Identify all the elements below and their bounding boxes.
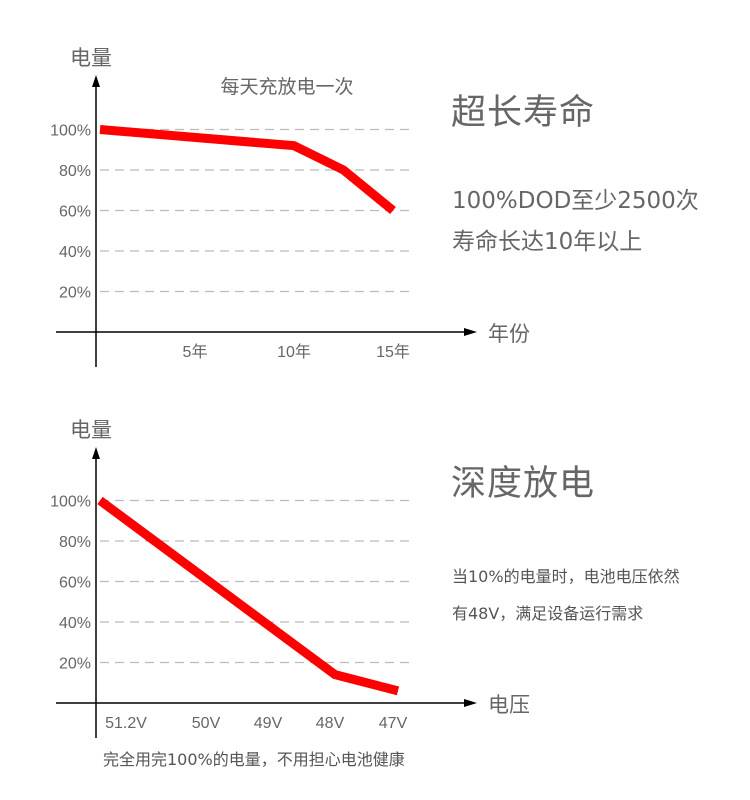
y-axis-title: 电量 bbox=[70, 419, 112, 442]
x-tick-label: 5年 bbox=[183, 343, 208, 361]
x-tick-label: 51.2V bbox=[105, 715, 147, 732]
x-tick-label: 10年 bbox=[277, 343, 311, 361]
y-axis-arrow bbox=[92, 447, 100, 459]
y-tick-label: 80% bbox=[59, 163, 91, 180]
y-axis-title: 电量 bbox=[70, 47, 112, 70]
deep-discharge-heading: 深度放电 bbox=[451, 464, 596, 504]
x-tick-label: 49V bbox=[254, 715, 283, 732]
capacity-line bbox=[99, 125, 396, 214]
deep-discharge-line1: 当10%的电量时，电池电压依然 bbox=[452, 567, 680, 586]
y-tick-label: 100% bbox=[50, 494, 91, 511]
chart-title: 每天充放电一次 bbox=[220, 76, 353, 98]
cycle-life-line1: 100%DOD至少2500次 bbox=[452, 188, 699, 214]
x-tick-label: 47V bbox=[379, 715, 408, 732]
x-tick-label: 50V bbox=[192, 715, 221, 732]
x-axis-title: 年份 bbox=[488, 323, 530, 346]
x-axis-arrow bbox=[464, 699, 477, 707]
x-tick-label: 48V bbox=[316, 715, 345, 732]
x-axis-arrow bbox=[464, 328, 477, 336]
x-tick-label: 15年 bbox=[376, 343, 410, 361]
y-tick-label: 20% bbox=[59, 285, 91, 302]
y-tick-label: 60% bbox=[59, 575, 91, 592]
y-tick-label: 100% bbox=[50, 123, 91, 140]
cycle-life-line2: 寿命长达10年以上 bbox=[452, 229, 643, 255]
capacity-voltage-line bbox=[97, 496, 400, 696]
y-tick-label: 20% bbox=[59, 656, 91, 673]
y-tick-label: 40% bbox=[59, 244, 91, 261]
y-tick-label: 60% bbox=[59, 204, 91, 221]
y-tick-label: 80% bbox=[59, 534, 91, 551]
y-axis-arrow bbox=[92, 75, 100, 87]
y-tick-label: 40% bbox=[59, 615, 91, 632]
cycle-life-heading: 超长寿命 bbox=[451, 93, 596, 133]
footer-note: 完全用完100%的电量，不用担心电池健康 bbox=[103, 750, 405, 769]
deep-discharge-line2: 有48V，满足设备运行需求 bbox=[452, 604, 644, 623]
x-axis-title: 电压 bbox=[488, 694, 530, 717]
